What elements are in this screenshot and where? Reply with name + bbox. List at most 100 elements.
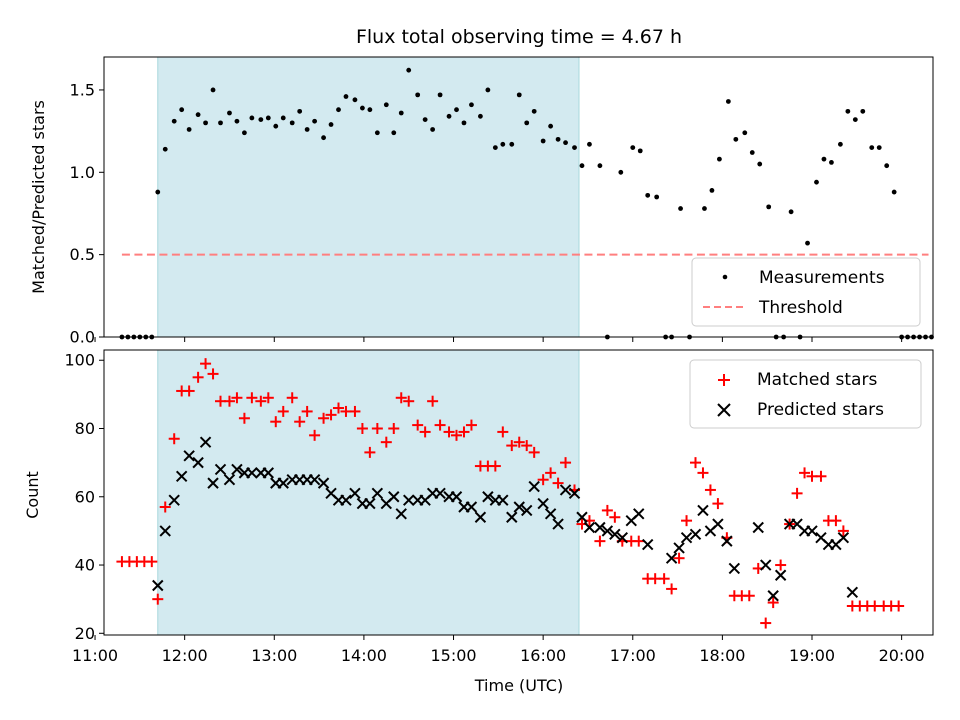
measurement-point — [258, 117, 264, 122]
matched-point — [681, 515, 693, 527]
predicted-point — [340, 494, 352, 506]
top-legend-box — [691, 257, 921, 327]
x-tick-label: 17:00 — [610, 646, 656, 665]
measurement-point — [171, 118, 177, 124]
matched-point — [799, 467, 811, 479]
measurement-point — [654, 194, 660, 200]
matched-point — [666, 583, 678, 595]
measurement-point — [597, 163, 603, 169]
matched-point — [697, 467, 709, 479]
measurement-point — [637, 148, 643, 154]
predicted-point — [665, 552, 678, 564]
predicted-point — [594, 521, 606, 534]
measurement-point — [273, 123, 279, 129]
predicted-point — [680, 532, 693, 544]
measurement-point — [725, 99, 731, 104]
bottom-plot-frame — [103, 349, 934, 636]
matched-point — [673, 552, 685, 564]
legend-matched-marker — [718, 374, 730, 386]
measurement-point — [336, 107, 341, 113]
matched-point — [192, 371, 204, 383]
predicted-point — [673, 542, 685, 554]
measurement-point — [343, 94, 349, 99]
predicted-point — [207, 477, 219, 489]
x-tick-label: 18:00 — [699, 646, 745, 665]
x-tick-label: 14:00 — [341, 646, 387, 665]
measurement-point — [374, 130, 380, 136]
matched-point — [506, 440, 518, 452]
matched-point — [325, 409, 337, 421]
predicted-point — [450, 491, 463, 503]
matched-point — [349, 405, 361, 417]
matched-point — [356, 423, 368, 435]
measurement-point — [540, 138, 546, 144]
predicted-point — [277, 477, 289, 489]
measurement-point — [717, 156, 722, 162]
predicted-point — [521, 504, 533, 517]
matched-point — [815, 470, 827, 482]
matched-point — [207, 368, 219, 380]
top-y-axis-label: Matched/Predicted stars — [29, 100, 48, 294]
measurement-point — [749, 150, 755, 155]
top-legend: Measurements Threshold — [691, 257, 921, 327]
y-tick-label: 20 — [75, 624, 95, 643]
measurement-point — [492, 145, 498, 150]
measurement-point — [555, 136, 561, 142]
measurement-point — [563, 140, 568, 146]
matched-point — [830, 515, 842, 527]
bottom-x-axis-ticks: 11:00 12:00 13:00 14:00 15:00 16:00 17:00 18:00… — [72, 635, 925, 665]
predicted-point — [308, 473, 321, 486]
legend-predicted-label: Predicted stars — [757, 400, 884, 420]
matched-point — [528, 446, 540, 458]
predicted-point — [641, 538, 654, 551]
predicted-point — [759, 559, 772, 571]
x-tick-label: 16:00 — [520, 646, 566, 665]
predicted-point — [712, 518, 724, 530]
measurement-point — [437, 92, 443, 98]
predicted-point — [403, 494, 415, 506]
matched-point — [893, 600, 905, 612]
predicted-point — [752, 521, 764, 534]
measurement-point — [845, 108, 851, 114]
legend-measurements-marker — [722, 274, 728, 280]
predicted-point — [576, 511, 588, 523]
matched-point — [318, 412, 330, 424]
predicted-point — [721, 535, 733, 547]
predicted-point — [537, 497, 549, 510]
measurement-point — [788, 209, 794, 215]
predicted-point — [192, 456, 204, 469]
measurement-point — [415, 92, 421, 98]
measurement-point — [709, 188, 715, 193]
predicted-point — [231, 463, 243, 476]
x-tick-label: 19:00 — [789, 646, 835, 665]
matched-point — [294, 416, 306, 428]
matched-point — [594, 535, 606, 547]
measurement-point — [618, 169, 624, 175]
chart-title: Flux total observing time = 4.67 h — [356, 26, 682, 48]
measurement-point — [454, 107, 459, 113]
predicted-point — [223, 473, 236, 486]
predicted-point — [506, 511, 518, 523]
measurement-point — [829, 160, 834, 165]
top-data-marks — [119, 67, 934, 340]
matched-point — [704, 484, 716, 496]
legend-predicted-marker — [717, 403, 731, 417]
predicted-point — [697, 504, 709, 517]
predicted-point — [513, 501, 525, 513]
y-tick-label: 0.0 — [70, 328, 95, 347]
y-tick-label: 40 — [75, 556, 95, 575]
measurement-point — [155, 189, 161, 195]
matched-point — [690, 457, 702, 469]
measurement-point — [234, 118, 240, 124]
predicted-point — [616, 532, 629, 544]
matched-point — [712, 498, 724, 510]
matched-point — [837, 525, 849, 537]
measurement-point — [702, 206, 707, 211]
measurement-point — [218, 120, 223, 126]
matched-point — [775, 559, 787, 571]
measurement-point — [430, 127, 436, 132]
matched-point — [658, 573, 670, 585]
predicted-point — [168, 494, 180, 506]
matched-point — [403, 395, 415, 407]
